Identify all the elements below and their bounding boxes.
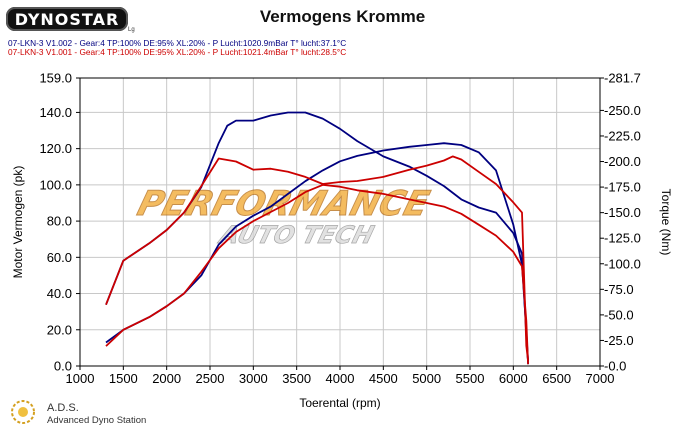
y-tick-label: 80.0 (47, 214, 72, 229)
y2-tick-label: -250.0 (604, 103, 641, 118)
y2-tick-label: -150.0 (604, 205, 641, 220)
run-label-v1001: 07-LKN-3 V1.001 - Gear:4 TP:100% DE:95% … (8, 47, 347, 57)
ads-name: A.D.S. (47, 402, 79, 414)
x-tick-label: 7000 (586, 371, 615, 386)
x-tick-label: 4500 (369, 371, 398, 386)
y2-tick-label: -100.0 (604, 256, 641, 271)
watermark-line2: AUTO TECH (215, 220, 377, 248)
y2-tick-label: -0.0 (604, 359, 626, 374)
x-tick-label: 1500 (109, 371, 138, 386)
x-tick-label: 6000 (499, 371, 528, 386)
y-axis-label: Motor Vermogen (pk) (11, 166, 25, 279)
watermark-line1: PERFORMANCE (133, 185, 433, 224)
x-tick-label: 2000 (152, 371, 181, 386)
x-tick-label: 2500 (196, 371, 225, 386)
grid (80, 78, 600, 366)
series-lines (105, 111, 529, 365)
y-tick-label: 140.0 (39, 105, 72, 120)
y2-tick-label: -75.0 (604, 282, 634, 297)
y2-tick-label: -125.0 (604, 231, 641, 246)
watermark-logo: PERFORMANCE AUTO TECH (133, 184, 434, 249)
y-tick-label: 20.0 (47, 322, 72, 337)
y2-tick-label: -200.0 (604, 154, 641, 169)
ads-subtitle: Advanced Dyno Station (47, 415, 147, 426)
x-tick-label: 3000 (239, 371, 268, 386)
y2-tick-label: -225.0 (604, 128, 641, 143)
series-line-v1001-torque (105, 155, 529, 362)
x-tick-label: 3500 (282, 371, 311, 386)
ads-logo-icon (11, 400, 35, 424)
y-tick-label: 0.0 (54, 359, 72, 374)
x-axis-label: Toerental (rpm) (299, 396, 380, 410)
y-tick-label: 40.0 (47, 286, 72, 301)
axis-ticks: 1000 1500 2000 2500 3000 3500 4000 4500 5000 5500… (39, 71, 640, 387)
y-tick-label: 100.0 (39, 177, 72, 192)
x-tick-label: 4000 (326, 371, 355, 386)
y2-tick-label: -281.7 (604, 71, 641, 86)
x-tick-label: 5500 (456, 371, 485, 386)
chart-title: Vermogens Kromme (259, 7, 426, 26)
y2-axis-label: Torque (Nm) (659, 189, 673, 256)
x-tick-label: 5000 (412, 371, 441, 386)
series-line-v1002-power (105, 142, 529, 365)
y-tick-label: 159.0 (39, 71, 72, 86)
y2-tick-label: -25.0 (604, 333, 634, 348)
y2-tick-label: -175.0 (604, 180, 641, 195)
x-tick-label: 1000 (66, 371, 95, 386)
x-tick-label: 6500 (542, 371, 571, 386)
y-tick-label: 120.0 (39, 141, 72, 156)
series-line-v1001-power (105, 183, 529, 365)
dynostar-logo: DYNOSTAR (6, 7, 128, 31)
run-label-v1002: 07-LKN-3 V1.002 - Gear:4 TP:100% DE:95% … (8, 38, 347, 48)
y-tick-label: 60.0 (47, 250, 72, 265)
logo-suffix: Lg (128, 27, 135, 33)
y2-tick-label: -50.0 (604, 307, 634, 322)
